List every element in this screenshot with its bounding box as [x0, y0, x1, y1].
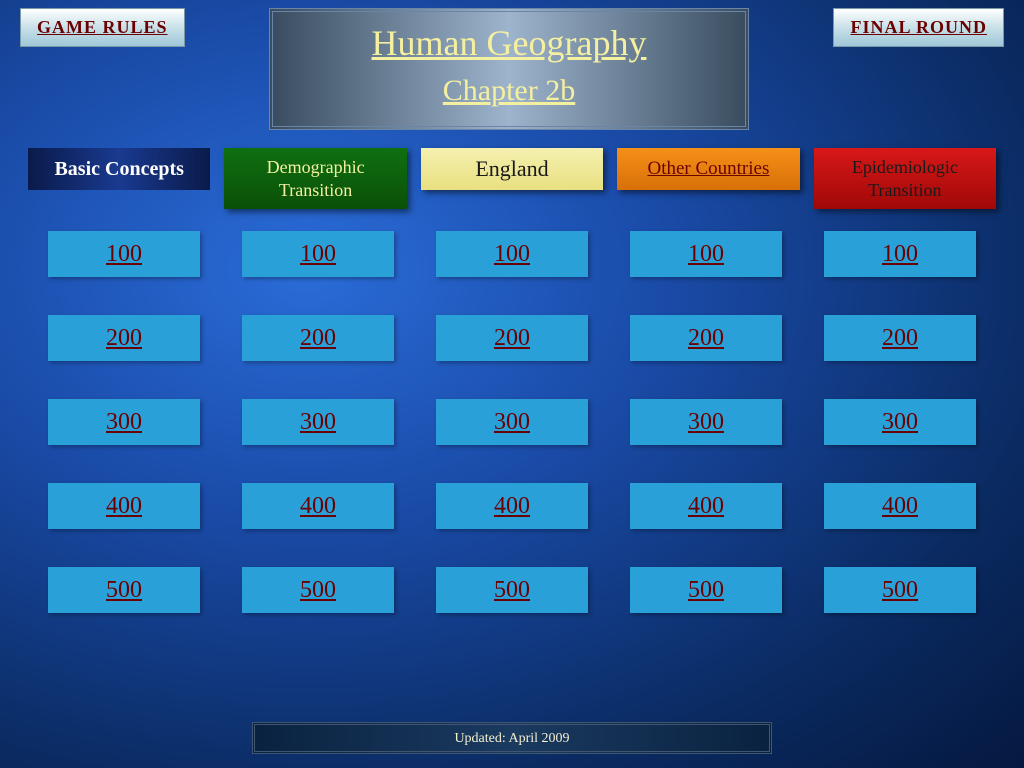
value-cell-3-400[interactable]: 400 [630, 483, 782, 529]
value-cell-2-300[interactable]: 300 [436, 399, 588, 445]
category-header-1[interactable]: DemographicTransition [224, 148, 406, 209]
value-cell-1-400[interactable]: 400 [242, 483, 394, 529]
value-cell-3-200[interactable]: 200 [630, 315, 782, 361]
value-row-200: 200 200 200 200 200 [28, 315, 996, 361]
value-cell-3-500[interactable]: 500 [630, 567, 782, 613]
value-cell-0-300[interactable]: 300 [48, 399, 200, 445]
value-cell-1-200[interactable]: 200 [242, 315, 394, 361]
final-round-button[interactable]: FINAL ROUND [833, 8, 1004, 47]
value-cell-2-100[interactable]: 100 [436, 231, 588, 277]
category-header-3[interactable]: Other Countries [617, 148, 799, 190]
value-cell-2-400[interactable]: 400 [436, 483, 588, 529]
game-board: Basic Concepts DemographicTransition Engla… [0, 148, 1024, 613]
value-cell-1-500[interactable]: 500 [242, 567, 394, 613]
footer-text: Updated: April 2009 [454, 731, 569, 746]
value-cell-1-300[interactable]: 300 [242, 399, 394, 445]
value-cell-0-400[interactable]: 400 [48, 483, 200, 529]
title-box: Human Geography Chapter 2b [269, 8, 749, 130]
value-row-400: 400 400 400 400 400 [28, 483, 996, 529]
title-line2: Chapter 2b [273, 74, 745, 108]
value-cell-4-400[interactable]: 400 [824, 483, 976, 529]
value-row-100: 100 100 100 100 100 [28, 231, 996, 277]
category-header-4[interactable]: EpidemiologicTransition [814, 148, 996, 209]
value-cell-3-300[interactable]: 300 [630, 399, 782, 445]
value-cell-1-100[interactable]: 100 [242, 231, 394, 277]
game-rules-button[interactable]: GAME RULES [20, 8, 185, 47]
value-cell-2-500[interactable]: 500 [436, 567, 588, 613]
value-cell-4-100[interactable]: 100 [824, 231, 976, 277]
value-cell-0-100[interactable]: 100 [48, 231, 200, 277]
value-cell-4-500[interactable]: 500 [824, 567, 976, 613]
category-header-2[interactable]: England [421, 148, 603, 190]
value-cell-4-300[interactable]: 300 [824, 399, 976, 445]
value-row-500: 500 500 500 500 500 [28, 567, 996, 613]
value-cell-2-200[interactable]: 200 [436, 315, 588, 361]
category-row: Basic Concepts DemographicTransition Engla… [28, 148, 996, 209]
value-grid: 1001001001001002002002002002003003003003… [28, 231, 996, 613]
value-cell-0-200[interactable]: 200 [48, 315, 200, 361]
value-row-300: 300 300 300 300 300 [28, 399, 996, 445]
title-line1: Human Geography [273, 22, 745, 64]
value-cell-0-500[interactable]: 500 [48, 567, 200, 613]
category-header-0[interactable]: Basic Concepts [28, 148, 210, 190]
footer-box: Updated: April 2009 [252, 722, 772, 754]
value-cell-4-200[interactable]: 200 [824, 315, 976, 361]
value-cell-3-100[interactable]: 100 [630, 231, 782, 277]
